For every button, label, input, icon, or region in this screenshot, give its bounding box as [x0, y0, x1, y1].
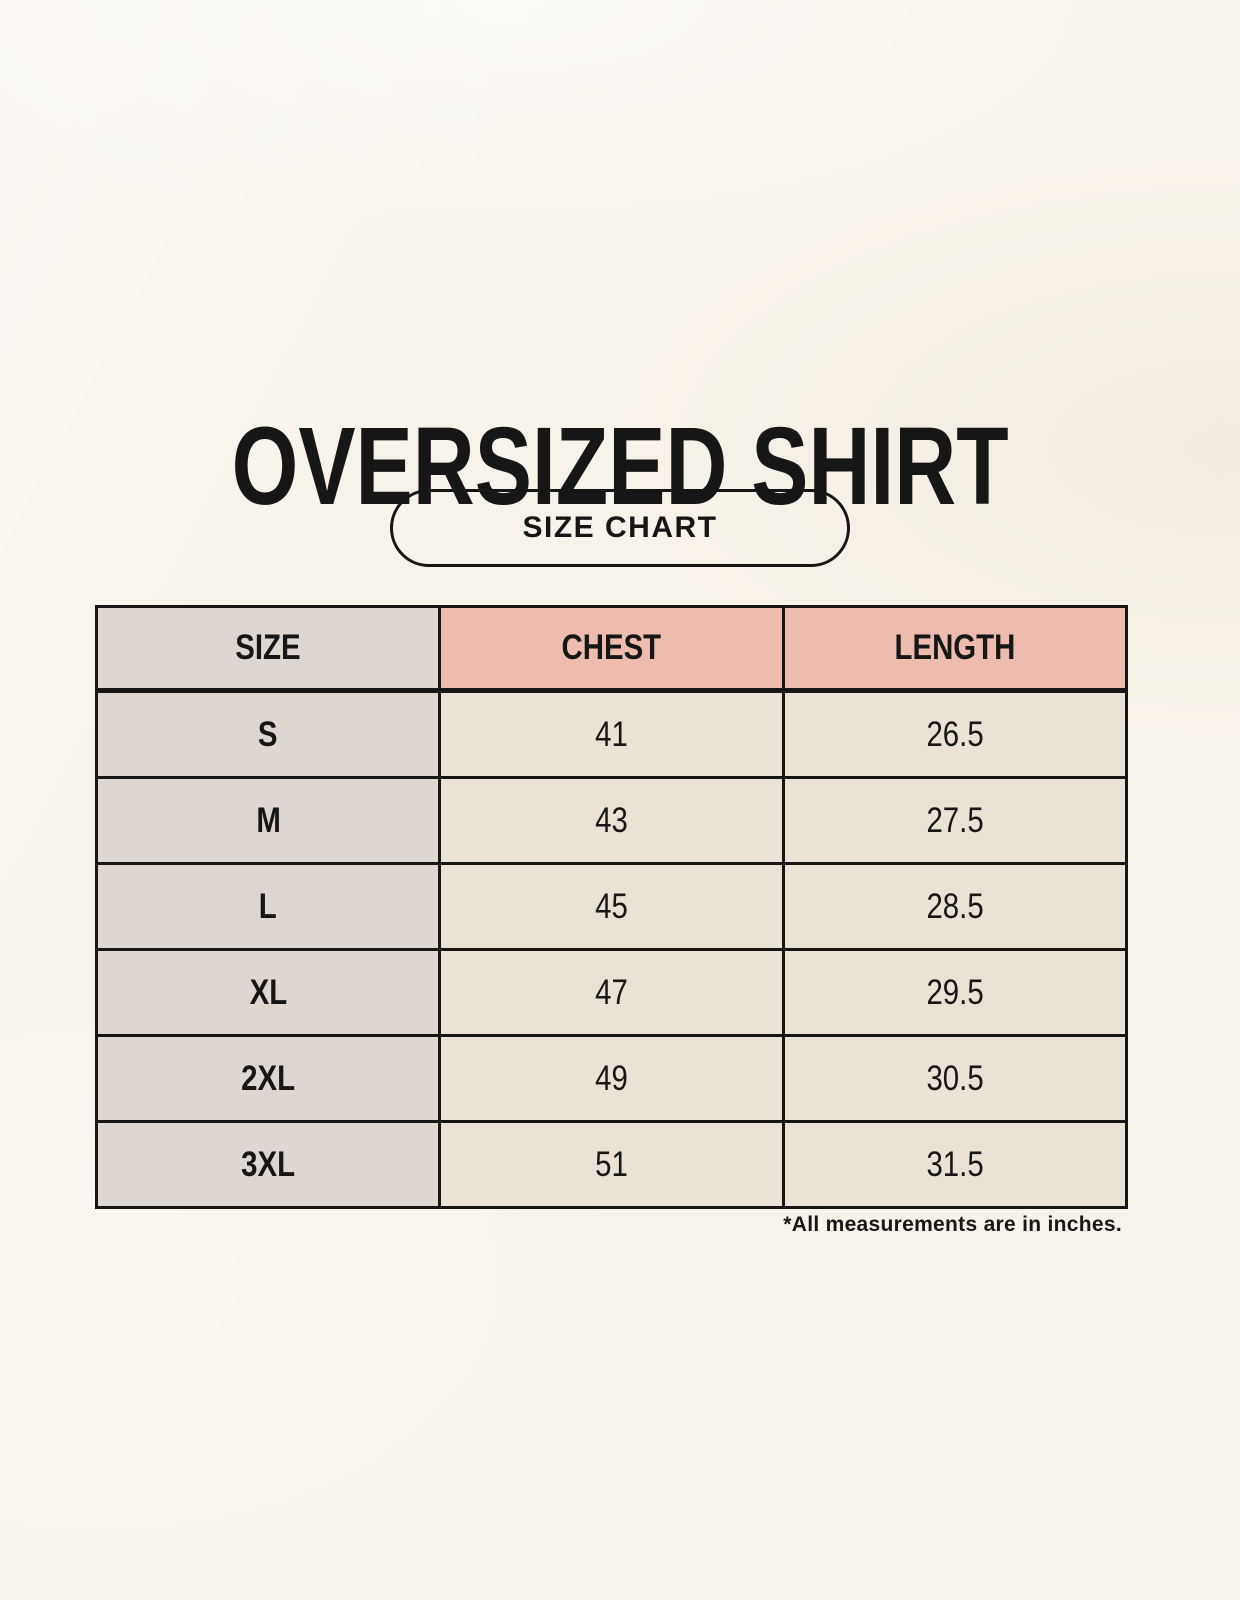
table-row-xl: XL 47 29.5 — [94, 948, 1129, 1037]
cell-value: 31.5 — [926, 1144, 984, 1184]
cell-value: 3XL — [241, 1144, 296, 1184]
cell-value: 51 — [595, 1144, 628, 1184]
cell-value: 47 — [595, 972, 628, 1012]
column-header-chest-label: CHEST — [561, 628, 662, 667]
cell-chest: 51 — [438, 1120, 785, 1209]
table-row-2xl: 2XL 49 30.5 — [94, 1034, 1129, 1123]
cell-value: 28.5 — [926, 886, 984, 926]
page-title-text: OVERSIZED SHIRT — [231, 404, 1009, 528]
cell-length: 30.5 — [781, 1034, 1129, 1123]
column-header-length-label: LENGTH — [894, 628, 1016, 667]
cell-value: 43 — [595, 800, 628, 840]
column-header-size-label: SIZE — [235, 628, 301, 667]
column-header-size: SIZE — [94, 605, 442, 693]
cell-length: 26.5 — [781, 689, 1129, 779]
cell-value: M — [255, 800, 281, 840]
row-label-size: S — [94, 689, 442, 779]
cell-length: 27.5 — [781, 776, 1129, 865]
cell-length: 28.5 — [781, 862, 1129, 951]
cell-value: 30.5 — [926, 1058, 984, 1098]
row-label-size: M — [94, 776, 442, 865]
table-header-row: SIZE CHEST LENGTH — [94, 605, 1129, 693]
table-row-s: S 41 26.5 — [94, 689, 1129, 779]
cell-length: 31.5 — [781, 1120, 1129, 1209]
column-header-length: LENGTH — [781, 605, 1129, 693]
row-label-size: 2XL — [94, 1034, 442, 1123]
table-row-m: M 43 27.5 — [94, 776, 1129, 865]
size-table-header: SIZE CHEST LENGTH — [94, 605, 1129, 693]
page-title: OVERSIZED SHIRT — [0, 404, 1240, 528]
cell-chest: 43 — [438, 776, 785, 865]
table-row-l: L 45 28.5 — [94, 862, 1129, 951]
size-table-body: S 41 26.5 M 43 27.5 L 45 28.5 XL 47 29.5… — [94, 689, 1129, 1209]
size-chart-button-label: SIZE CHART — [522, 511, 718, 544]
row-label-size: L — [94, 862, 442, 951]
cell-value: 49 — [595, 1058, 628, 1098]
cell-value: XL — [249, 972, 287, 1012]
row-label-size: XL — [94, 948, 442, 1037]
cell-chest: 41 — [438, 689, 785, 779]
cell-value: L — [259, 886, 278, 926]
size-table: SIZE CHEST LENGTH S 41 26.5 M 43 27.5 L … — [94, 605, 1129, 1209]
cell-value: 27.5 — [926, 800, 984, 840]
size-chart-button[interactable]: SIZE CHART — [390, 489, 850, 567]
cell-chest: 47 — [438, 948, 785, 1037]
measurements-footnote: *All measurements are in inches. — [783, 1213, 1122, 1236]
cell-value: 2XL — [241, 1058, 296, 1098]
cell-value: 29.5 — [926, 972, 984, 1012]
column-header-chest: CHEST — [438, 605, 785, 693]
cell-value: 41 — [595, 714, 628, 754]
cell-chest: 49 — [438, 1034, 785, 1123]
cell-value: 26.5 — [926, 714, 984, 754]
cell-chest: 45 — [438, 862, 785, 951]
cell-value: 45 — [595, 886, 628, 926]
cell-length: 29.5 — [781, 948, 1129, 1037]
table-row-3xl: 3XL 51 31.5 — [94, 1120, 1129, 1209]
cell-value: S — [258, 714, 278, 754]
row-label-size: 3XL — [94, 1120, 442, 1209]
